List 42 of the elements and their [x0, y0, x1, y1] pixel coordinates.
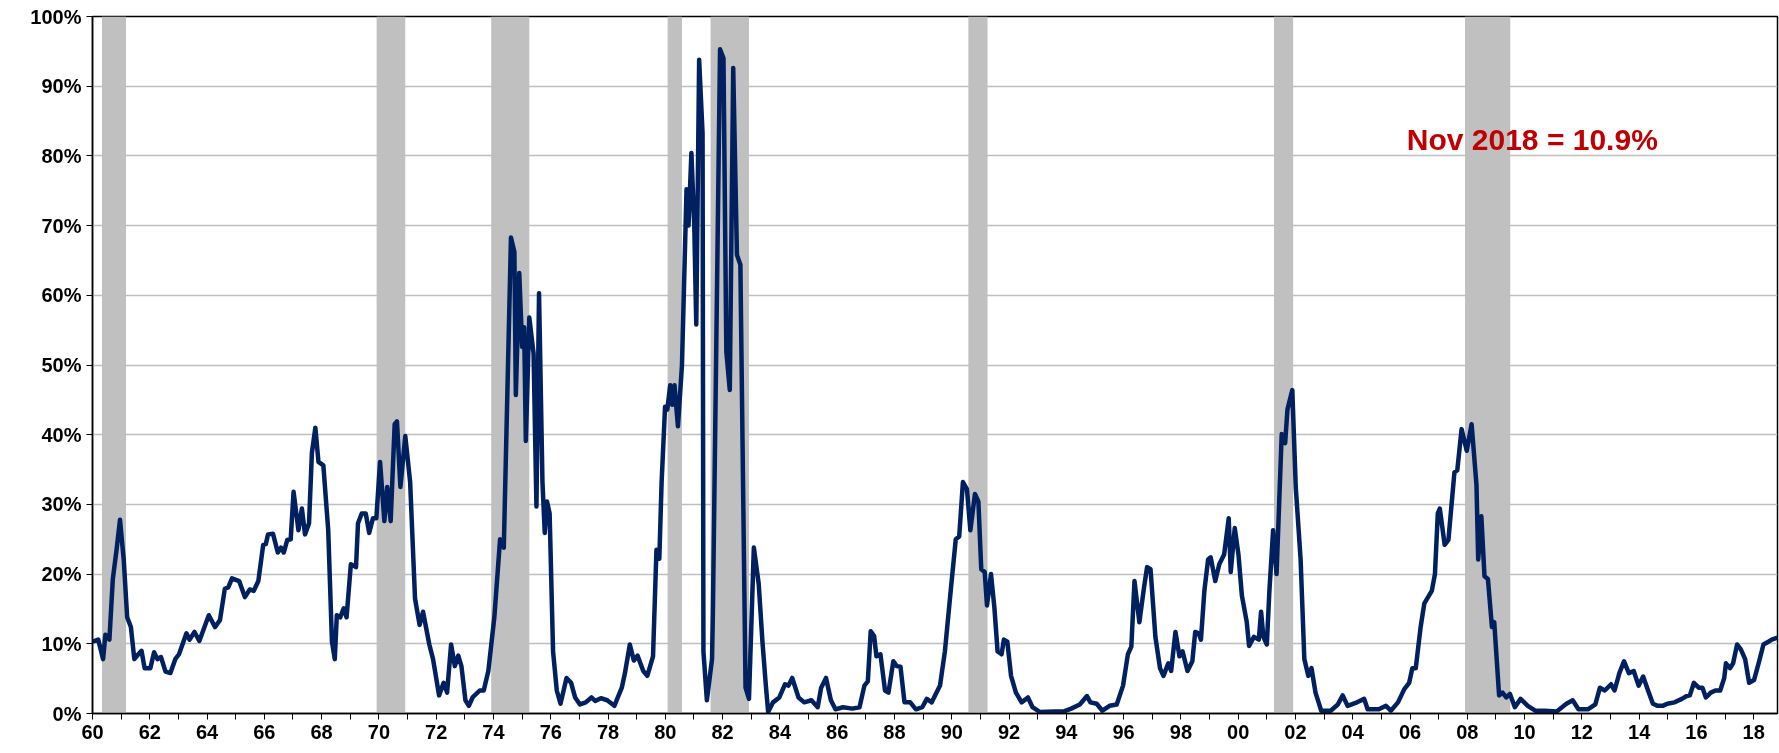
x-tick-label: 62 [138, 720, 161, 743]
y-tick-label: 50% [41, 354, 82, 376]
x-tick-label: 16 [1685, 720, 1708, 743]
x-tick-label: 60 [81, 720, 104, 743]
y-tick-label: 70% [41, 214, 82, 237]
x-tick-label: 04 [1341, 720, 1365, 743]
x-tick-label: 00 [1227, 720, 1250, 743]
x-tick-label: 72 [425, 720, 448, 743]
x-tick-label: 64 [195, 720, 220, 743]
x-tick-label: 82 [711, 720, 734, 743]
x-tick-label: 78 [596, 720, 620, 743]
x-tick-label: 84 [768, 720, 792, 743]
x-tick-label: 96 [1112, 720, 1135, 743]
y-tick-label: 80% [41, 144, 82, 167]
x-tick-label: 98 [1169, 720, 1193, 743]
x-tick-label: 88 [883, 720, 906, 743]
x-tick-label: 94 [1055, 720, 1079, 743]
x-tick-label: 68 [310, 720, 333, 743]
x-tick-label: 70 [367, 720, 391, 743]
y-tick-label: 90% [41, 75, 82, 98]
x-tick-label: 76 [539, 720, 562, 743]
x-tick-label: 18 [1742, 720, 1765, 743]
x-tick-label: 12 [1570, 720, 1593, 743]
x-tick-label: 80 [654, 720, 677, 743]
y-tick-label: 40% [41, 423, 82, 446]
y-tick-label: 100% [30, 5, 82, 28]
x-tick-label: 86 [826, 720, 849, 743]
x-tick-label: 90 [940, 720, 963, 743]
x-tick-label: 66 [253, 720, 276, 743]
x-tick-label: 02 [1284, 720, 1307, 743]
x-tick-label: 06 [1398, 720, 1422, 743]
y-tick-label: 20% [41, 563, 82, 586]
x-tick-label: 92 [997, 720, 1021, 743]
y-tick-label: 0% [52, 702, 82, 725]
x-tick-label: 74 [482, 720, 506, 743]
x-tick-label: 14 [1628, 720, 1652, 743]
x-tick-label: 08 [1456, 720, 1479, 743]
annotation: Nov 2018 = 10.9% [1406, 122, 1658, 156]
y-tick-label: 60% [41, 284, 82, 307]
x-tick-label: 10 [1513, 720, 1536, 743]
y-tick-label: 30% [41, 493, 82, 516]
y-tick-label: 10% [41, 632, 82, 655]
